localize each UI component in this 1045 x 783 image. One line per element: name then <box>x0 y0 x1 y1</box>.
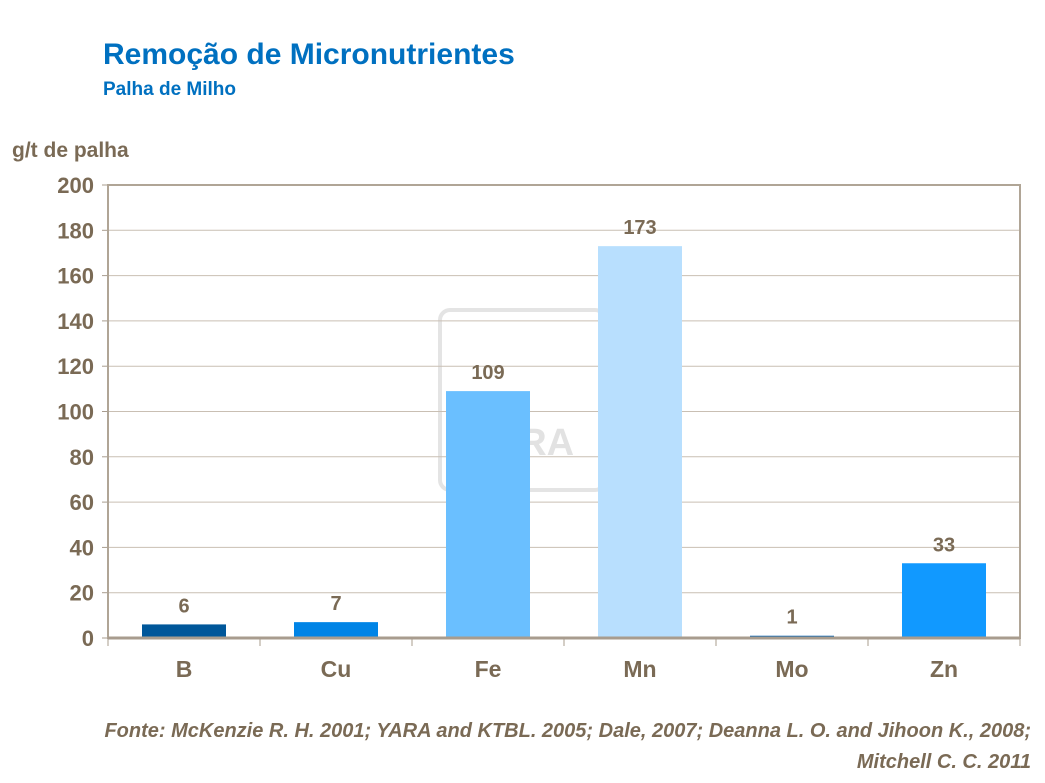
y-tick-label: 40 <box>70 535 94 560</box>
y-tick-label: 160 <box>57 264 94 289</box>
x-tick-label: Mn <box>623 656 656 682</box>
bar-mn <box>598 246 682 638</box>
y-tick-label: 0 <box>82 626 94 651</box>
bar-fe <box>446 391 530 638</box>
y-tick-label: 200 <box>57 173 94 198</box>
bar-cu <box>294 622 378 638</box>
bar-b <box>142 624 226 638</box>
data-label: 7 <box>330 593 341 615</box>
x-tick-label: Mo <box>775 656 808 682</box>
chart-subtitle: Palha de Milho <box>103 79 237 100</box>
y-tick-label: 120 <box>57 354 94 379</box>
x-tick-label: Cu <box>321 656 352 682</box>
x-tick-label: Zn <box>930 656 958 682</box>
y-tick-label: 100 <box>57 400 94 425</box>
y-tick-label: 140 <box>57 309 94 334</box>
y-tick-label: 60 <box>70 490 94 515</box>
y-axis-label: g/t de palha <box>12 139 129 162</box>
data-label: 109 <box>471 362 504 384</box>
chart-title: Remoção de Micronutrientes <box>103 38 515 71</box>
y-tick-label: 180 <box>57 218 94 243</box>
data-label: 33 <box>933 534 955 556</box>
x-tick-label: Fe <box>475 656 502 682</box>
data-label: 1 <box>786 607 797 629</box>
y-tick-label: 20 <box>70 581 94 606</box>
x-tick-label: B <box>176 656 193 682</box>
data-label: 6 <box>178 595 189 617</box>
data-label: 173 <box>623 217 656 239</box>
source-note: Fonte: McKenzie R. H. 2001; YARA and KTB… <box>104 720 1031 773</box>
y-tick-label: 80 <box>70 445 94 470</box>
bar-zn <box>902 563 986 638</box>
